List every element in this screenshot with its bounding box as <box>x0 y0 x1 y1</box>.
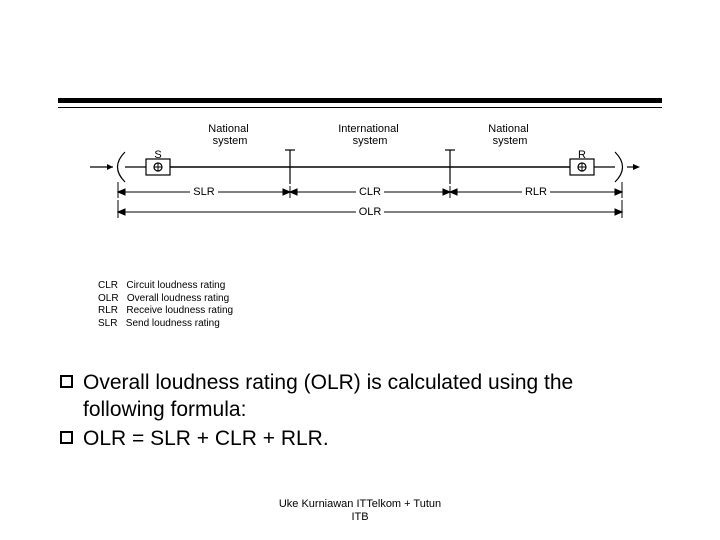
footer-line-1: Uke Kurniawan ITTelkom + Tutun <box>0 498 720 511</box>
bullet-box-icon <box>60 431 73 444</box>
label-national-left: National system <box>208 123 251 147</box>
label-international: International system <box>338 123 402 147</box>
bullet-list: Overall loudness rating (OLR) is calcula… <box>60 370 660 453</box>
arrow-out-head <box>633 164 640 170</box>
legend-row: OLR Overall loudness rating <box>98 293 640 306</box>
legend-row: RLR Receive loudness rating <box>98 305 640 318</box>
bullet-item: OLR = SLR + CLR + RLR. <box>60 426 660 453</box>
label-slr: SLR <box>193 186 214 198</box>
diagram: National system International system Nat… <box>80 122 640 330</box>
legend-row: SLR Send loudness rating <box>98 318 640 331</box>
arrow-in-head <box>107 164 113 170</box>
legend-row: CLR Circuit loudness rating <box>98 280 640 293</box>
left-arc-icon <box>118 152 126 182</box>
legend: CLR Circuit loudness rating OLR Overall … <box>98 280 640 330</box>
bullet-box-icon <box>60 375 73 388</box>
olr-diagram-svg: National system International system Nat… <box>80 122 640 272</box>
footer-line-2: ITB <box>0 511 720 524</box>
label-rlr: RLR <box>525 186 547 198</box>
title-rule-thick <box>58 98 662 103</box>
label-clr: CLR <box>359 186 381 198</box>
right-arc-icon <box>615 152 623 182</box>
bullet-text: Overall loudness rating (OLR) is calcula… <box>83 370 660 424</box>
footer: Uke Kurniawan ITTelkom + Tutun ITB <box>0 498 720 524</box>
title-rule-thin <box>58 107 662 108</box>
slide: National system International system Nat… <box>0 0 720 540</box>
label-national-right: National system <box>488 123 531 147</box>
bullet-text: OLR = SLR + CLR + RLR. <box>83 426 329 453</box>
bullet-item: Overall loudness rating (OLR) is calcula… <box>60 370 660 424</box>
label-olr: OLR <box>359 206 382 218</box>
